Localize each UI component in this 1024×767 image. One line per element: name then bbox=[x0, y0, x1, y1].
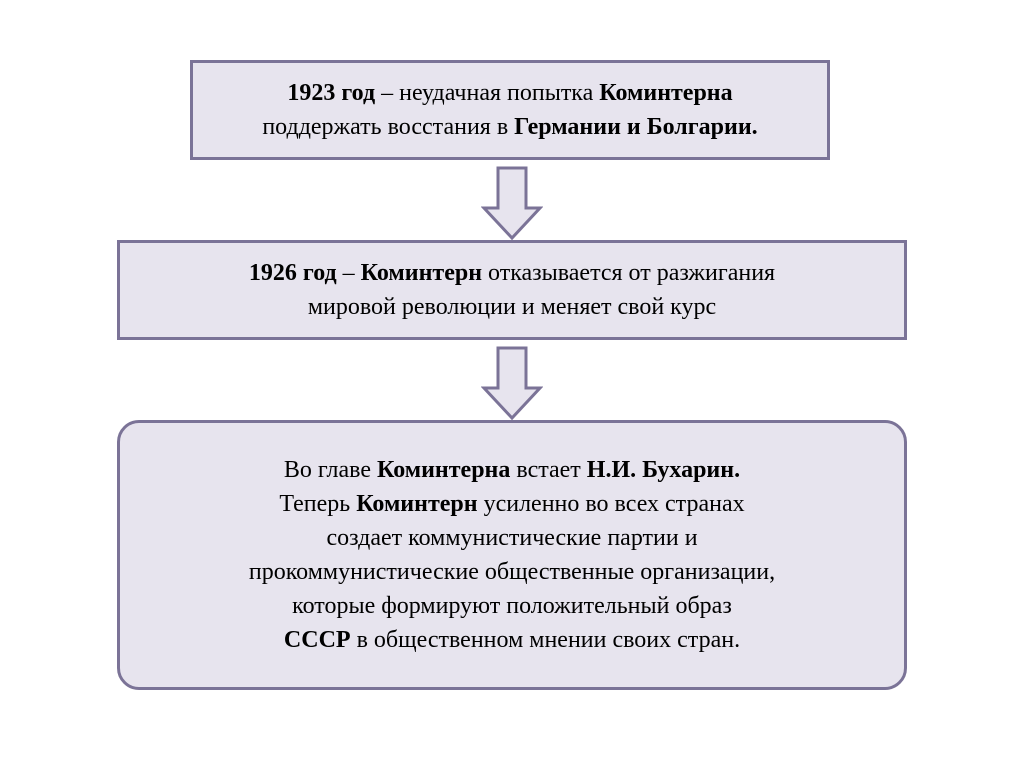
text-segment: Во главе bbox=[284, 457, 377, 483]
text-segment: 1926 год bbox=[249, 260, 337, 286]
text-segment: поддержать восстания в bbox=[262, 114, 514, 140]
text-segment: Германии и Болгарии. bbox=[514, 114, 758, 140]
text-segment: в общественном мнении своих стран. bbox=[351, 627, 740, 653]
text-segment: отказывается от разжигания bbox=[482, 260, 775, 286]
flow-arrow-2 bbox=[481, 345, 543, 421]
text-segment: Коминтерна bbox=[377, 457, 510, 483]
text-segment: Коминтерн bbox=[356, 491, 477, 517]
text-line: создает коммунистические партии и bbox=[326, 521, 697, 555]
text-segment: Теперь bbox=[279, 491, 356, 517]
text-segment: создает коммунистические партии и bbox=[326, 525, 697, 551]
text-line: которые формируют положительный образ bbox=[292, 589, 732, 623]
text-segment: встает bbox=[510, 457, 586, 483]
text-line: Во главе Коминтерна встает Н.И. Бухарин. bbox=[284, 453, 740, 487]
text-line: СССР в общественном мнении своих стран. bbox=[284, 623, 740, 657]
text-segment: – bbox=[337, 260, 361, 286]
flow-box-1926: 1926 год – Коминтерн отказывается от раз… bbox=[117, 240, 907, 340]
text-segment: прокоммунистические общественные организ… bbox=[249, 559, 775, 585]
text-segment: – неудачная попытка bbox=[375, 80, 599, 106]
text-line: 1923 год – неудачная попытка Коминтерна bbox=[287, 76, 732, 110]
text-segment: Коминтерн bbox=[361, 260, 482, 286]
flow-box-bukharin: Во главе Коминтерна встает Н.И. Бухарин.… bbox=[117, 420, 907, 690]
text-segment: 1923 год bbox=[287, 80, 375, 106]
text-line: мировой революции и меняет свой курс bbox=[308, 290, 716, 324]
text-segment: Н.И. Бухарин. bbox=[587, 457, 740, 483]
text-segment: усиленно во всех странах bbox=[478, 491, 745, 517]
text-segment: Коминтерна bbox=[599, 80, 732, 106]
text-line: Теперь Коминтерн усиленно во всех страна… bbox=[279, 487, 744, 521]
text-segment: СССР bbox=[284, 627, 351, 653]
text-segment: мировой революции и меняет свой курс bbox=[308, 294, 716, 320]
text-line: поддержать восстания в Германии и Болгар… bbox=[262, 110, 757, 144]
flow-box-1923: 1923 год – неудачная попытка Коминтернап… bbox=[190, 60, 830, 160]
text-segment: которые формируют положительный образ bbox=[292, 593, 732, 619]
flow-arrow-1 bbox=[481, 165, 543, 241]
diagram-canvas: 1923 год – неудачная попытка Коминтернап… bbox=[0, 0, 1024, 767]
text-line: прокоммунистические общественные организ… bbox=[249, 555, 775, 589]
text-line: 1926 год – Коминтерн отказывается от раз… bbox=[249, 256, 775, 290]
